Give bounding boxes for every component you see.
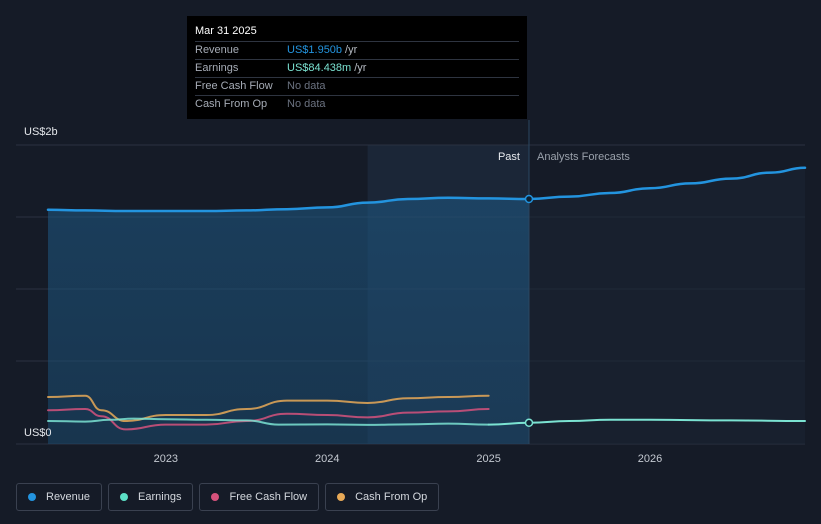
tooltip: Mar 31 2025 Revenue US$1.950b/yr Earning… [187, 16, 527, 119]
tooltip-date: Mar 31 2025 [195, 25, 257, 37]
x-tick-label: 2026 [638, 453, 662, 465]
legend-label: Earnings [138, 491, 182, 503]
tooltip-value: No data [287, 98, 326, 110]
marker-earnings [524, 418, 534, 428]
past-label: Past [498, 151, 520, 163]
revenue-forecast-line [527, 166, 807, 201]
x-tick-label: 2023 [154, 453, 178, 465]
earnings-line [47, 417, 490, 426]
cash-from-op-line [47, 394, 490, 423]
revenue-area [48, 197, 529, 444]
y-tick-label: US$2b [24, 126, 58, 138]
tooltip-value: US$84.438m [287, 62, 352, 74]
tooltip-value: US$1.950b [287, 44, 343, 56]
tooltip-row-free-cash-flow: Free Cash Flow No data [195, 77, 519, 95]
x-tick-label: 2025 [476, 453, 500, 465]
legend-label: Cash From Op [355, 491, 428, 503]
tooltip-label: Earnings [195, 62, 239, 74]
legend-item-earnings[interactable]: Earnings [108, 483, 194, 511]
tooltip-value: No data [287, 80, 326, 92]
legend-item-revenue[interactable]: Revenue [16, 483, 103, 511]
legend-dot-icon [28, 493, 36, 501]
x-tick-label: 2024 [315, 453, 339, 465]
legend-dot-icon [120, 493, 129, 501]
legend-dot-icon [211, 493, 220, 501]
legend: Revenue Earnings Free Cash Flow Cash Fro… [16, 483, 440, 511]
legend-item-cash-from-op[interactable]: Cash From Op [325, 483, 440, 511]
revenue-line [46, 196, 531, 213]
legend-dot-icon [337, 493, 346, 501]
legend-label: Revenue [46, 491, 91, 503]
tooltip-unit: /yr [345, 44, 358, 56]
tooltip-row-earnings: Earnings US$84.438m/yr [195, 59, 519, 77]
tooltip-row-cash-from-op: Cash From Op No data [195, 95, 519, 113]
tooltip-label: Cash From Op [195, 98, 268, 110]
marker-revenue [524, 194, 534, 204]
tooltip-label: Free Cash Flow [195, 80, 273, 92]
y-tick-label: US$0 [24, 427, 52, 439]
forecast-label: Analysts Forecasts [537, 151, 630, 163]
tooltip-unit: /yr [354, 62, 367, 74]
tooltip-label: Revenue [195, 44, 240, 56]
tooltip-row-revenue: Revenue US$1.950b/yr [195, 41, 519, 59]
legend-label: Free Cash Flow [229, 491, 308, 503]
legend-item-free-cash-flow[interactable]: Free Cash Flow [199, 483, 320, 511]
revenue-forecast-area [528, 167, 805, 445]
